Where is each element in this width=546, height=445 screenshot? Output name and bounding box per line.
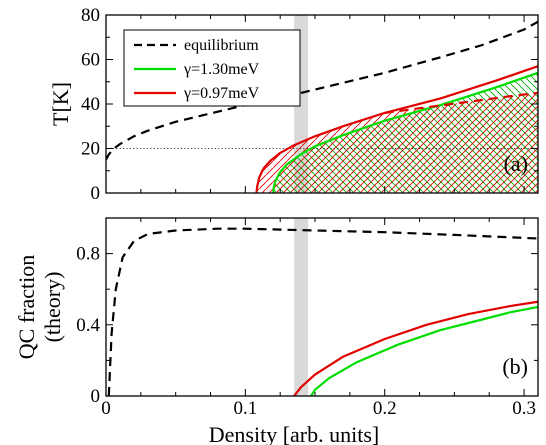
hatch-red-region [256,92,538,193]
y-tick-label: 0.8 [76,244,100,265]
y-axis-title: QC fraction(theory) [14,255,65,359]
x-tick-label: 0.3 [512,398,536,419]
legend-label-2: γ=0.97meV [183,85,260,102]
series-line-1 [272,71,538,193]
legend: equilibrium γ=1.30meV γ=0.97meV [123,29,301,107]
y-tick-label: 0.4 [76,315,100,336]
y-tick-label: 20 [81,139,100,160]
x-tick-label: 0 [101,398,111,419]
axes-frame [105,217,539,397]
y-tick-label: 40 [81,94,100,115]
series-line-2 [255,65,538,193]
panel-label: (b) [502,354,528,379]
y-axis-title-line: QC fraction [14,255,39,359]
series-line-0 [106,20,538,161]
x-tick-label: 0.2 [373,398,397,419]
series-line-1 [293,300,538,396]
y-tick-label: 0 [91,183,101,204]
series-line-0 [107,227,538,396]
shaded-band [294,218,309,396]
x-tick-label: 0.1 [233,398,257,419]
plot-area [107,218,538,396]
y-axis-title-line: (theory) [40,272,65,343]
y-axis-title: T[K] [48,82,73,126]
series-line-2 [309,305,538,396]
series-line-3 [384,91,538,114]
legend-label-0: equilibrium [184,37,259,54]
plot-area [106,15,538,193]
panel-label: (a) [504,151,528,176]
legend-label-1: γ=1.30meV [183,61,260,78]
y-tick-label: 60 [81,50,100,71]
y-tick-label: 0 [91,386,101,407]
panel-a: 0 20 40 60 80 (a) T[K] equilibrium γ=1.30meV γ=0.… [48,5,539,204]
y-tick-label: 80 [81,5,100,26]
x-axis-title: Density [arb. units] [209,422,379,445]
panel-b: 0 0.4 0.8 (b) QC fraction(theory) 0 0.1 0.2 0.3 D… [14,217,539,445]
